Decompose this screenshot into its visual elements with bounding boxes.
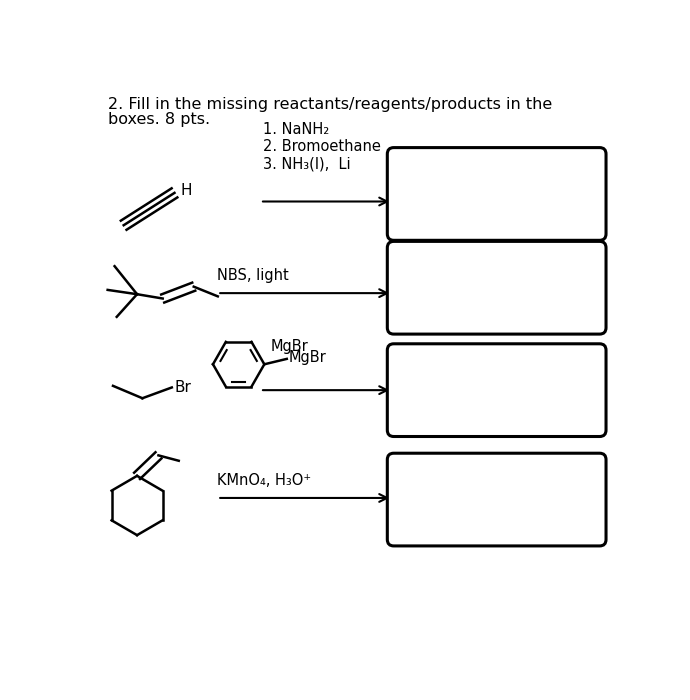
Text: Br: Br bbox=[175, 380, 191, 395]
Text: boxes. 8 pts.: boxes. 8 pts. bbox=[108, 112, 210, 127]
Text: MgBr: MgBr bbox=[288, 350, 326, 365]
Text: NBS, light: NBS, light bbox=[217, 268, 289, 284]
FancyBboxPatch shape bbox=[387, 344, 606, 437]
FancyBboxPatch shape bbox=[387, 453, 606, 546]
Text: 1. NaNH₂
2. Bromoethane
3. NH₃(l),  Li: 1. NaNH₂ 2. Bromoethane 3. NH₃(l), Li bbox=[263, 122, 381, 172]
Text: KMnO₄, H₃O⁺: KMnO₄, H₃O⁺ bbox=[217, 473, 311, 489]
Text: H: H bbox=[181, 183, 193, 198]
FancyBboxPatch shape bbox=[387, 241, 606, 334]
Text: 2. Fill in the missing reactants/reagents/products in the: 2. Fill in the missing reactants/reagent… bbox=[108, 97, 552, 113]
Text: MgBr: MgBr bbox=[270, 339, 308, 354]
FancyBboxPatch shape bbox=[387, 148, 606, 240]
